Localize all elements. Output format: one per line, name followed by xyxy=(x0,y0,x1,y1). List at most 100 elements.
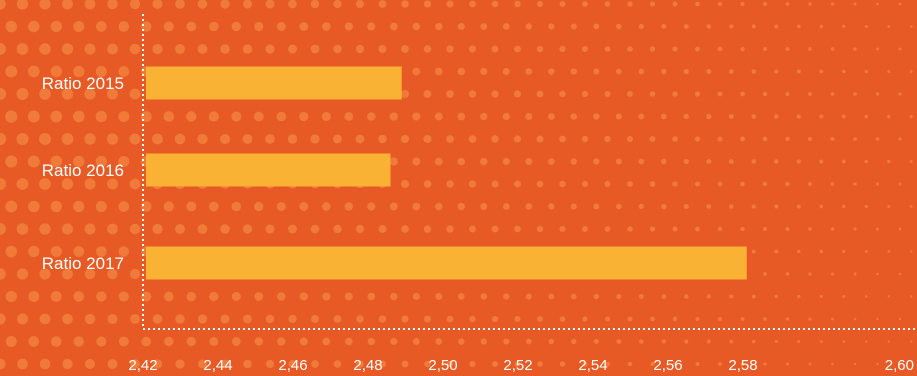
halftone-dot xyxy=(695,362,700,366)
halftone-dot xyxy=(785,47,790,51)
halftone-dot xyxy=(141,336,152,347)
halftone-dot xyxy=(729,294,734,299)
halftone-dot xyxy=(898,137,902,141)
halftone-dot xyxy=(209,337,219,346)
halftone-dot xyxy=(457,202,465,211)
halftone-dot xyxy=(254,201,264,212)
halftone-dot xyxy=(209,291,219,302)
halftone-dot xyxy=(197,44,208,54)
halftone-dot xyxy=(762,46,768,52)
halftone-dot xyxy=(763,2,767,6)
halftone-dot xyxy=(50,245,62,258)
halftone-dot xyxy=(887,205,891,208)
halftone-dot xyxy=(446,135,454,143)
halftone-dot xyxy=(570,23,577,30)
halftone-dot xyxy=(796,114,801,119)
halftone-dot xyxy=(50,200,62,213)
halftone-dot xyxy=(559,45,566,53)
halftone-dot xyxy=(39,178,51,190)
x-tick-label: 2,42 xyxy=(128,357,157,374)
halftone-dot xyxy=(480,157,488,166)
halftone-dot xyxy=(763,317,767,321)
halftone-dot xyxy=(762,226,768,232)
halftone-dot xyxy=(174,43,186,55)
halftone-dot xyxy=(163,21,174,32)
halftone-dot xyxy=(231,292,241,301)
halftone-dot xyxy=(61,223,74,235)
halftone-dot xyxy=(480,293,488,300)
halftone-dot xyxy=(604,226,611,232)
halftone-dot xyxy=(616,339,622,344)
halftone-dot xyxy=(502,157,510,166)
halftone-dot xyxy=(661,23,667,30)
halftone-dot xyxy=(513,135,522,143)
halftone-dot xyxy=(559,316,566,322)
halftone-dot xyxy=(389,22,398,31)
halftone-dot xyxy=(717,136,723,142)
halftone-dot xyxy=(842,69,846,74)
halftone-dot xyxy=(717,1,723,7)
halftone-dot xyxy=(864,69,868,74)
halftone-dot xyxy=(491,45,499,53)
halftone-dot xyxy=(469,0,476,8)
halftone-dot xyxy=(853,362,857,366)
halftone-dot xyxy=(593,23,600,30)
halftone-dot xyxy=(706,204,712,209)
x-tick-label: 2,54 xyxy=(578,357,607,374)
halftone-dot xyxy=(469,360,476,368)
halftone-dot xyxy=(480,23,488,30)
halftone-dot xyxy=(27,155,40,168)
halftone-dot xyxy=(412,338,420,345)
halftone-dot xyxy=(536,135,544,143)
halftone-dot xyxy=(570,113,578,120)
halftone-dot xyxy=(84,88,96,100)
halftone-dot xyxy=(446,45,454,53)
halftone-dot xyxy=(638,203,645,210)
halftone-dot xyxy=(808,2,812,6)
halftone-dot xyxy=(808,362,812,366)
halftone-dot xyxy=(62,358,73,370)
halftone-dot xyxy=(424,315,431,323)
halftone-dot xyxy=(423,134,432,144)
halftone-dot xyxy=(593,158,600,165)
halftone-dot xyxy=(684,294,689,299)
halftone-dot xyxy=(910,250,913,253)
halftone-dot xyxy=(468,225,477,233)
halftone-dot xyxy=(570,203,577,210)
halftone-dot xyxy=(0,313,6,325)
halftone-dot xyxy=(581,90,589,98)
halftone-dot xyxy=(401,180,409,188)
halftone-dot xyxy=(502,23,510,30)
halftone-dot xyxy=(830,92,835,96)
halftone-dot xyxy=(593,293,599,300)
halftone-dot xyxy=(627,1,633,7)
halftone-dot xyxy=(887,340,890,343)
halftone-dot xyxy=(446,90,454,98)
halftone-dot xyxy=(571,338,577,345)
halftone-dot xyxy=(898,362,902,366)
halftone-dot xyxy=(50,65,63,78)
halftone-dot xyxy=(830,47,835,51)
halftone-dot xyxy=(457,22,465,31)
halftone-dot xyxy=(604,316,611,322)
halftone-dot xyxy=(819,114,824,119)
halftone-dot xyxy=(39,358,51,370)
halftone-dot xyxy=(84,178,96,190)
halftone-dot xyxy=(401,360,409,368)
halftone-dot xyxy=(559,225,566,233)
halftone-dot xyxy=(27,65,40,78)
halftone-dot xyxy=(423,45,432,53)
halftone-dot xyxy=(547,113,555,120)
halftone-dot xyxy=(220,44,230,54)
halftone-dot xyxy=(638,113,645,120)
halftone-dot xyxy=(152,359,163,369)
halftone-dot xyxy=(525,158,533,165)
halftone-dot xyxy=(95,201,107,212)
halftone-dot xyxy=(819,24,824,29)
halftone-dot xyxy=(107,0,118,10)
halftone-dot xyxy=(163,201,174,212)
halftone-dot xyxy=(73,291,85,302)
halftone-dot xyxy=(446,360,454,368)
halftone-dot xyxy=(808,272,812,276)
